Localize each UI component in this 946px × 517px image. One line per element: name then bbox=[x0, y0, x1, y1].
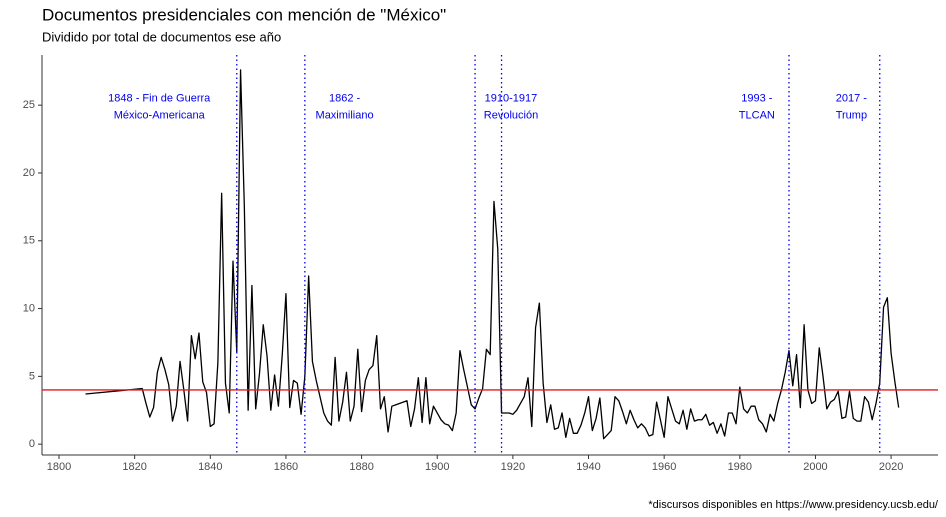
x-tick-label: 2020 bbox=[879, 461, 903, 473]
y-tick-label: 5 bbox=[29, 370, 35, 382]
y-tick-label: 20 bbox=[23, 167, 35, 179]
annotation: Trump bbox=[836, 109, 867, 121]
x-tick-label: 1960 bbox=[652, 461, 676, 473]
x-tick-label: 1920 bbox=[501, 461, 525, 473]
annotation: 1910-1917 bbox=[485, 92, 538, 104]
annotation: 1862 - bbox=[329, 92, 361, 104]
x-tick-label: 1820 bbox=[122, 461, 146, 473]
annotation: México-Americana bbox=[114, 109, 206, 121]
data-line bbox=[85, 69, 900, 440]
y-tick-label: 10 bbox=[23, 302, 35, 314]
chart-title: Documentos presidenciales con mención de… bbox=[42, 5, 446, 24]
annotation: Maximiliano bbox=[316, 109, 374, 121]
x-tick-label: 1980 bbox=[728, 461, 752, 473]
x-tick-label: 1840 bbox=[198, 461, 222, 473]
annotation: 1848 - Fin de Guerra bbox=[108, 92, 211, 104]
y-tick-label: 0 bbox=[29, 438, 35, 450]
y-tick-label: 25 bbox=[23, 99, 35, 111]
y-tick-label: 15 bbox=[23, 235, 35, 247]
x-tick-label: 1880 bbox=[349, 461, 373, 473]
x-tick-label: 1800 bbox=[47, 461, 71, 473]
x-tick-label: 1860 bbox=[274, 461, 298, 473]
annotation: TLCAN bbox=[739, 109, 775, 121]
x-tick-label: 1900 bbox=[425, 461, 449, 473]
annotation: 1993 - bbox=[741, 92, 773, 104]
chart-subtitle: Dividido por total de documentos ese año bbox=[42, 29, 281, 44]
x-tick-label: 2000 bbox=[803, 461, 827, 473]
annotation: Revolución bbox=[484, 109, 538, 121]
caption: *discursos disponibles en https://www.pr… bbox=[648, 499, 939, 511]
x-tick-label: 1940 bbox=[576, 461, 600, 473]
annotation: 2017 - bbox=[836, 92, 868, 104]
